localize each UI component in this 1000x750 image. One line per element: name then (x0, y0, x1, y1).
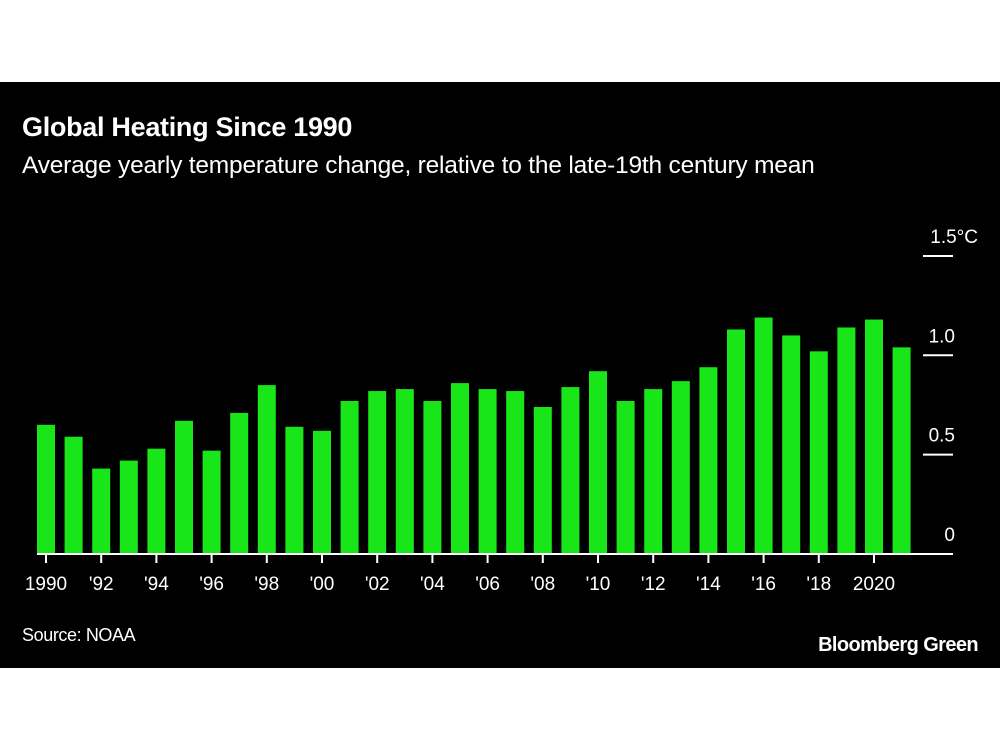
bar-2015 (727, 329, 745, 554)
bar-1996 (202, 450, 221, 554)
bar-2014 (699, 367, 718, 554)
x-tick-label-1990: 1990 (25, 574, 67, 595)
x-tick-label-2012: '12 (641, 574, 666, 595)
x-tick-label-2004: '04 (420, 574, 445, 595)
x-tick-label-2006: '06 (475, 574, 500, 595)
bar-2013 (671, 381, 690, 554)
bar-1994 (147, 448, 166, 554)
bar-2003 (395, 389, 414, 554)
x-tick-label-2002: '02 (365, 574, 390, 595)
y-tick-label-0: 0 (944, 525, 955, 546)
x-tick-label-1996: '96 (199, 574, 224, 595)
source-note: Source: NOAA (22, 625, 136, 645)
y-tick-label-1.5: 1.5°C (930, 227, 978, 248)
y-tick-label-0.5: 0.5 (929, 426, 955, 447)
bar-2016 (754, 317, 773, 554)
bar-2000 (313, 430, 331, 554)
x-tick-label-2020: 2020 (853, 574, 895, 595)
bar-2012 (644, 389, 663, 554)
bar-1999 (285, 426, 304, 554)
bar-2007 (506, 391, 525, 554)
bar-2020 (865, 319, 883, 554)
x-tick-label-2016: '16 (751, 574, 776, 595)
x-tick-label-2000: '00 (310, 574, 335, 595)
bar-2011 (616, 401, 635, 554)
bar-2009 (561, 387, 580, 554)
bar-2019 (837, 327, 856, 554)
x-tick-label-2008: '08 (530, 574, 555, 595)
bar-2008 (533, 406, 552, 554)
chart-panel (0, 82, 1000, 668)
bar-1997 (230, 412, 249, 554)
bar-2018 (809, 351, 828, 554)
chart-title: Global Heating Since 1990 (22, 112, 353, 142)
x-tick-label-2010: '10 (586, 574, 611, 595)
x-tick-label-2018: '18 (806, 574, 831, 595)
chart-subtitle: Average yearly temperature change, relat… (22, 152, 815, 179)
bar-1995 (175, 420, 193, 554)
bar-1993 (119, 460, 138, 554)
bar-1990 (37, 424, 55, 554)
bar-2006 (478, 389, 497, 554)
x-tick-label-1998: '98 (254, 574, 279, 595)
bar-2017 (782, 335, 801, 554)
x-tick-label-2014: '14 (696, 574, 721, 595)
y-tick-label-1: 1.0 (929, 326, 955, 347)
x-tick-label-1992: '92 (89, 574, 114, 595)
bar-2004 (423, 401, 442, 554)
bar-2002 (368, 391, 387, 554)
bar-2021 (892, 347, 911, 554)
bar-1992 (92, 468, 111, 554)
brand-logo: Bloomberg Green (818, 634, 979, 656)
x-tick-label-1994: '94 (144, 574, 169, 595)
bar-2010 (589, 371, 607, 554)
bar-2001 (340, 401, 359, 554)
bar-1998 (257, 385, 276, 554)
bar-2005 (451, 383, 469, 554)
bar-1991 (64, 436, 83, 554)
